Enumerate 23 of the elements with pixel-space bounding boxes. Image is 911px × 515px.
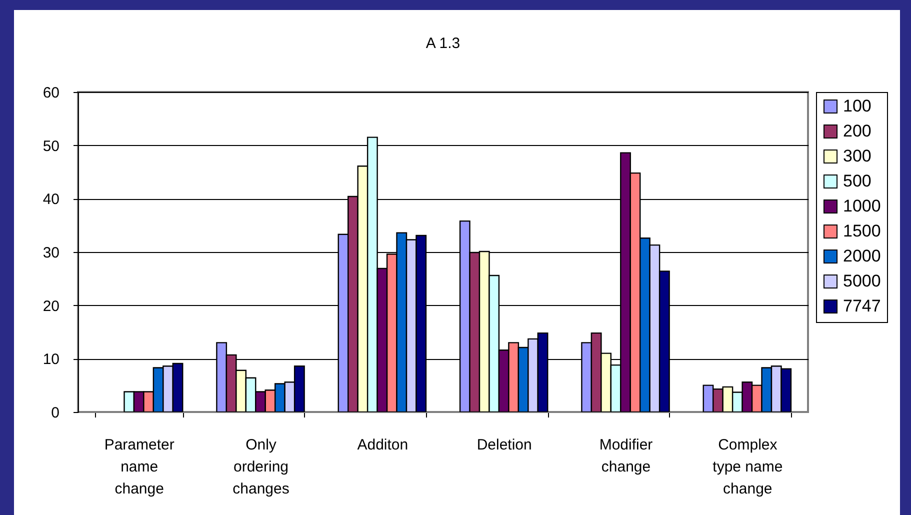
legend-label: 7747 — [843, 296, 881, 316]
x-tick-label: Additon — [357, 436, 408, 454]
x-tick-label: Deletion — [476, 436, 532, 454]
legend-label: 5000 — [843, 272, 881, 290]
legend-label: 2000 — [843, 246, 881, 266]
y-tick-label: 60 — [42, 84, 60, 102]
legend-label: 100 — [843, 96, 872, 116]
legend-label: 1500 — [843, 222, 881, 240]
legend-label: 1000 — [843, 196, 881, 216]
x-tick-label: Complex type name change — [712, 436, 783, 498]
y-tick-label: 0 — [51, 404, 60, 422]
legend-label: 200 — [843, 122, 872, 140]
legend-label: 500 — [843, 172, 872, 190]
y-tick-label: 30 — [42, 244, 60, 262]
y-tick-label: 10 — [42, 351, 60, 368]
y-tick-label: 40 — [42, 191, 60, 208]
y-tick-label: 50 — [42, 138, 60, 155]
chart-title: A 1.3 — [426, 35, 460, 52]
y-tick-label: 20 — [42, 298, 60, 315]
x-tick-label: Parameter name change — [104, 436, 174, 498]
x-tick-label: Only ordering changes — [232, 436, 290, 498]
legend-label: 300 — [843, 146, 872, 166]
x-tick-label: Modifier change — [599, 436, 653, 476]
